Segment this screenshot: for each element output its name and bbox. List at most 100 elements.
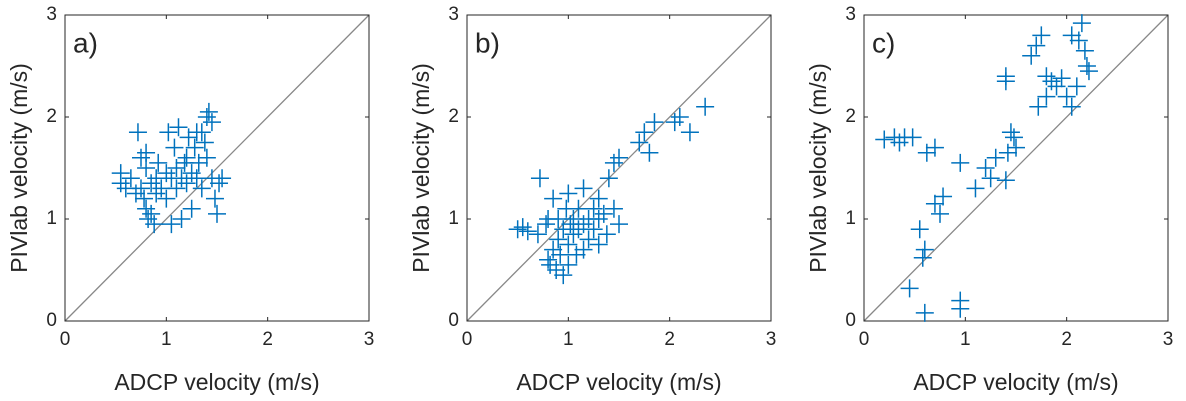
marker bbox=[157, 189, 176, 208]
marker bbox=[172, 210, 191, 228]
marker bbox=[128, 123, 147, 142]
x-tick-label: 0 bbox=[462, 329, 473, 350]
marker bbox=[890, 133, 909, 152]
marker bbox=[1027, 36, 1046, 55]
marker bbox=[1004, 128, 1023, 147]
marker bbox=[185, 138, 204, 157]
marker bbox=[900, 279, 919, 298]
marker bbox=[137, 199, 156, 218]
marker bbox=[149, 153, 168, 172]
reference-line bbox=[466, 14, 772, 322]
marker bbox=[197, 108, 216, 126]
marker bbox=[951, 299, 970, 318]
marker bbox=[147, 169, 166, 188]
marker bbox=[976, 159, 995, 177]
marker bbox=[172, 169, 191, 188]
y-axis-label: PIVlab velocity (m/s) bbox=[408, 63, 434, 273]
marker bbox=[584, 220, 603, 239]
marker bbox=[549, 230, 568, 249]
marker bbox=[177, 148, 196, 167]
marker bbox=[111, 164, 130, 183]
marker bbox=[187, 169, 206, 188]
y-tick-label: 1 bbox=[845, 208, 856, 229]
marker bbox=[579, 230, 598, 249]
marker bbox=[670, 108, 689, 126]
x-tick-label: 1 bbox=[161, 329, 172, 350]
marker bbox=[996, 171, 1015, 190]
marker bbox=[213, 169, 232, 188]
marker bbox=[559, 184, 578, 203]
reference-line bbox=[863, 14, 1169, 322]
marker bbox=[177, 174, 196, 193]
marker bbox=[635, 123, 654, 142]
marker bbox=[167, 159, 186, 177]
marker bbox=[597, 225, 616, 244]
marker bbox=[508, 220, 527, 239]
x-axis-label: ADCP velocity (m/s) bbox=[913, 369, 1118, 395]
x-tick-label: 2 bbox=[664, 329, 675, 350]
marker bbox=[145, 215, 164, 234]
marker bbox=[680, 123, 699, 142]
marker bbox=[645, 113, 664, 132]
marker bbox=[998, 143, 1017, 162]
marker bbox=[137, 159, 156, 177]
marker bbox=[179, 128, 198, 147]
y-tick-label: 1 bbox=[46, 208, 57, 229]
marker bbox=[132, 148, 150, 167]
marker bbox=[208, 204, 226, 223]
x-axis-label: ADCP velocity (m/s) bbox=[516, 369, 721, 395]
marker bbox=[544, 240, 563, 259]
marker bbox=[925, 194, 944, 213]
y-axis-label: PIVlab velocity (m/s) bbox=[6, 63, 32, 273]
marker bbox=[604, 153, 623, 172]
marker bbox=[1057, 87, 1076, 106]
marker bbox=[1052, 69, 1071, 88]
marker bbox=[135, 189, 154, 208]
marker bbox=[205, 189, 224, 208]
marker bbox=[875, 130, 894, 149]
marker bbox=[951, 153, 970, 172]
y-tick-label: 0 bbox=[448, 310, 459, 331]
y-tick-label: 2 bbox=[46, 106, 57, 127]
marker bbox=[116, 179, 135, 198]
marker bbox=[610, 215, 628, 234]
marker bbox=[165, 138, 184, 157]
marker bbox=[569, 199, 588, 218]
marker bbox=[1072, 14, 1091, 33]
marker bbox=[917, 143, 936, 162]
marker bbox=[564, 225, 583, 244]
marker bbox=[551, 245, 570, 264]
marker bbox=[934, 187, 953, 206]
marker bbox=[152, 179, 171, 198]
marker bbox=[610, 148, 628, 167]
marker bbox=[915, 303, 934, 322]
marker bbox=[584, 199, 603, 218]
panel-label: c) bbox=[872, 27, 895, 58]
marker bbox=[981, 169, 1000, 188]
marker bbox=[696, 97, 715, 116]
marker bbox=[599, 169, 618, 188]
reference-line bbox=[64, 14, 370, 322]
marker bbox=[589, 210, 608, 228]
marker bbox=[544, 189, 563, 208]
marker bbox=[554, 220, 573, 239]
marker bbox=[559, 235, 578, 254]
x-tick-label: 1 bbox=[960, 329, 971, 350]
marker bbox=[594, 204, 613, 223]
marker bbox=[192, 179, 211, 198]
x-tick-label: 3 bbox=[364, 329, 375, 350]
marker bbox=[665, 113, 684, 132]
marker bbox=[537, 215, 556, 234]
marker bbox=[604, 199, 623, 218]
y-tick-label: 3 bbox=[448, 4, 459, 25]
marker bbox=[569, 220, 588, 239]
marker bbox=[589, 189, 608, 208]
y-tick-label: 1 bbox=[448, 208, 459, 229]
marker bbox=[986, 148, 1005, 167]
marker bbox=[564, 210, 583, 228]
marker bbox=[169, 118, 188, 137]
marker bbox=[202, 113, 221, 132]
marker bbox=[549, 210, 568, 228]
marker bbox=[1069, 31, 1088, 50]
marker bbox=[132, 179, 150, 198]
